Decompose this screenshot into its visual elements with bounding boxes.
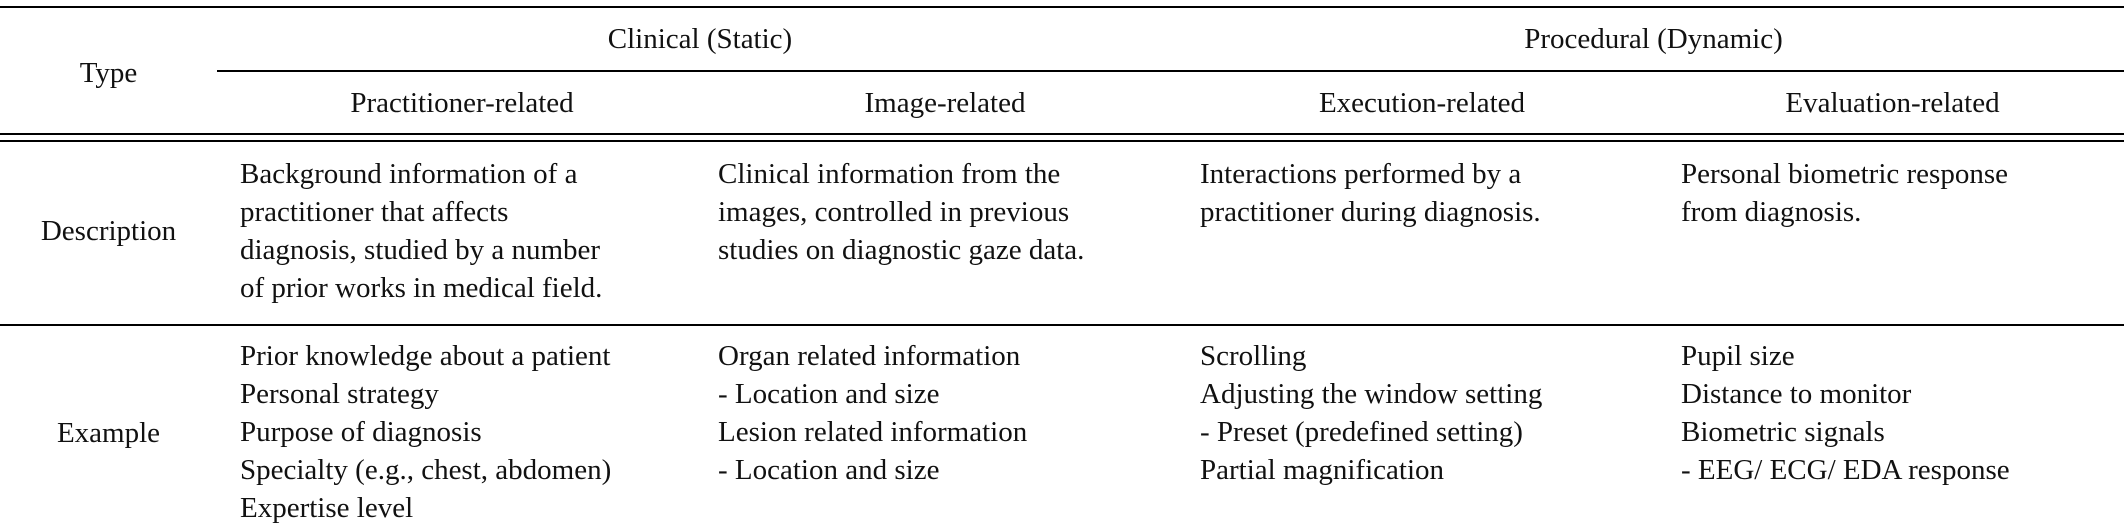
column-header-evaluation: Evaluation-related: [1785, 87, 2000, 119]
text-line: Clinical information from the: [718, 158, 1061, 190]
text-line: practitioner that affects: [240, 196, 509, 228]
text-line: - Preset (predefined setting): [1200, 416, 1523, 448]
top-rule: [0, 6, 2124, 8]
type-header: Type: [79, 57, 138, 89]
text-line: Personal biometric response: [1681, 158, 2008, 190]
text-line: Adjusting the window setting: [1200, 378, 1543, 410]
column-header-image: Image-related: [864, 87, 1026, 119]
example-evaluation-cell: Pupil size Distance to monitor Biometric…: [1681, 337, 2010, 489]
text-line: - Location and size: [718, 378, 940, 410]
row-label-description: Description: [40, 215, 177, 247]
text-line: studies on diagnostic gaze data.: [718, 234, 1085, 266]
text-line: Lesion related information: [718, 416, 1028, 448]
text-line: of prior works in medical field.: [240, 272, 603, 304]
text-line: Distance to monitor: [1681, 378, 1912, 410]
description-practitioner-cell: Background information of a practitioner…: [240, 155, 602, 307]
text-line: - EEG/ ECG/ EDA response: [1681, 454, 2010, 486]
text-line: diagnosis, studied by a number: [240, 234, 601, 266]
example-execution-cell: Scrolling Adjusting the window setting -…: [1200, 337, 1542, 489]
group-header-procedural: Procedural (Dynamic): [1524, 23, 1783, 55]
description-execution-cell: Interactions performed by a practitioner…: [1200, 155, 1541, 231]
group-header-clinical: Clinical (Static): [607, 23, 793, 55]
header-double-rule-top: [0, 133, 2124, 135]
text-line: Prior knowledge about a patient: [240, 340, 611, 372]
group-rule: [217, 70, 2124, 72]
column-header-execution: Execution-related: [1318, 87, 1526, 119]
text-line: from diagnosis.: [1681, 196, 1862, 228]
text-line: Personal strategy: [240, 378, 439, 410]
row-label-example: Example: [56, 417, 161, 449]
example-practitioner-cell: Prior knowledge about a patient Personal…: [240, 337, 611, 527]
text-line: Background information of a: [240, 158, 578, 190]
text-line: Specialty (e.g., chest, abdomen): [240, 454, 612, 486]
text-line: Scrolling: [1200, 340, 1307, 372]
text-line: - Location and size: [718, 454, 940, 486]
example-image-cell: Organ related information - Location and…: [718, 337, 1027, 489]
text-line: Biometric signals: [1681, 416, 1885, 448]
description-evaluation-cell: Personal biometric response from diagnos…: [1681, 155, 2008, 231]
text-line: Organ related information: [718, 340, 1021, 372]
text-line: Interactions performed by a: [1200, 158, 1522, 190]
column-header-practitioner: Practitioner-related: [350, 87, 574, 119]
text-line: Pupil size: [1681, 340, 1795, 372]
text-line: Partial magnification: [1200, 454, 1445, 486]
text-line: practitioner during diagnosis.: [1200, 196, 1541, 228]
text-line: Purpose of diagnosis: [240, 416, 482, 448]
text-line: images, controlled in previous: [718, 196, 1070, 228]
header-double-rule-bottom: [0, 140, 2124, 142]
text-line: Expertise level: [240, 492, 414, 524]
description-image-cell: Clinical information from the images, co…: [718, 155, 1084, 269]
row-separator-rule: [0, 324, 2124, 326]
